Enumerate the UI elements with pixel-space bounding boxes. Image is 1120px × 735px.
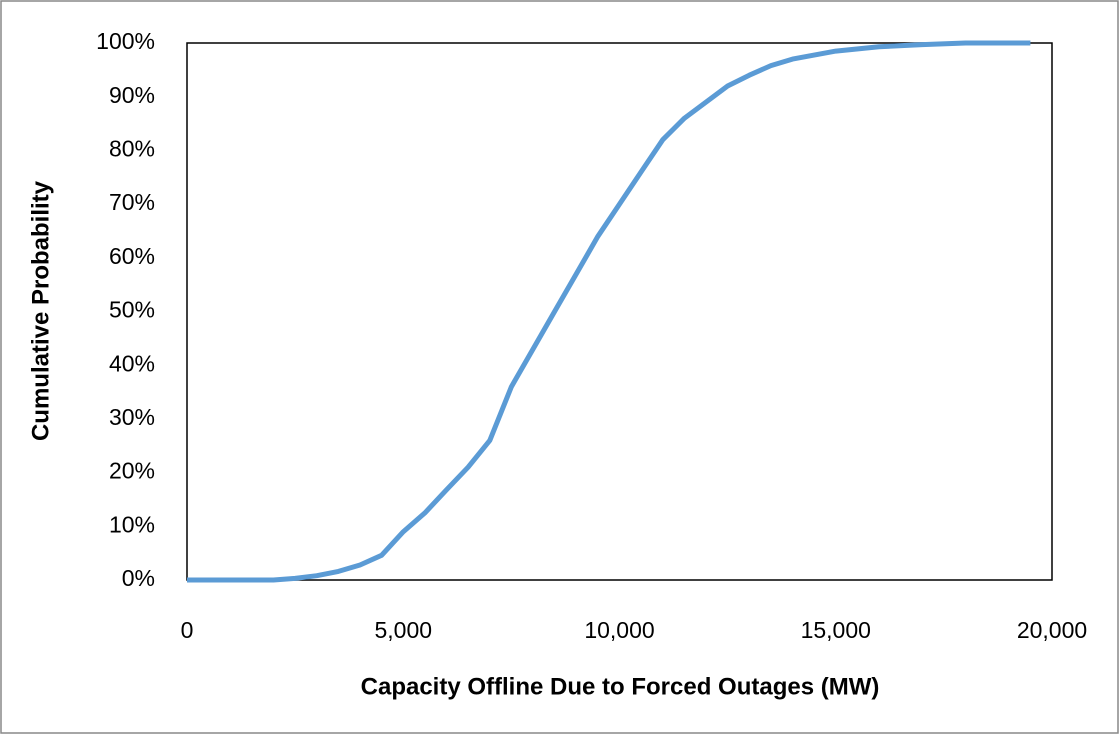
y-tick-label: 90% <box>109 82 155 108</box>
x-tick-label: 20,000 <box>1017 617 1087 643</box>
plot-area <box>186 42 1053 581</box>
y-tick-label: 70% <box>109 189 155 215</box>
x-tick-label: 10,000 <box>584 617 654 643</box>
x-tick-label: 5,000 <box>374 617 432 643</box>
y-tick-label: 20% <box>109 458 155 484</box>
data-line <box>187 40 1031 583</box>
y-axis-title: Cumulative Probability <box>27 180 54 441</box>
y-tick-label: 0% <box>122 565 155 591</box>
y-tick-label: 30% <box>109 404 155 430</box>
x-tick-label: 15,000 <box>801 617 871 643</box>
y-tick-label: 100% <box>96 28 155 54</box>
y-tick-label: 80% <box>109 135 155 161</box>
x-tick-label: 0 <box>181 617 194 643</box>
y-tick-label: 40% <box>109 350 155 376</box>
x-axis-title: Capacity Offline Due to Forced Outages (… <box>361 673 880 700</box>
y-tick-label: 60% <box>109 243 155 269</box>
y-tick-label: 10% <box>109 511 155 537</box>
y-tick-label: 50% <box>109 297 155 323</box>
